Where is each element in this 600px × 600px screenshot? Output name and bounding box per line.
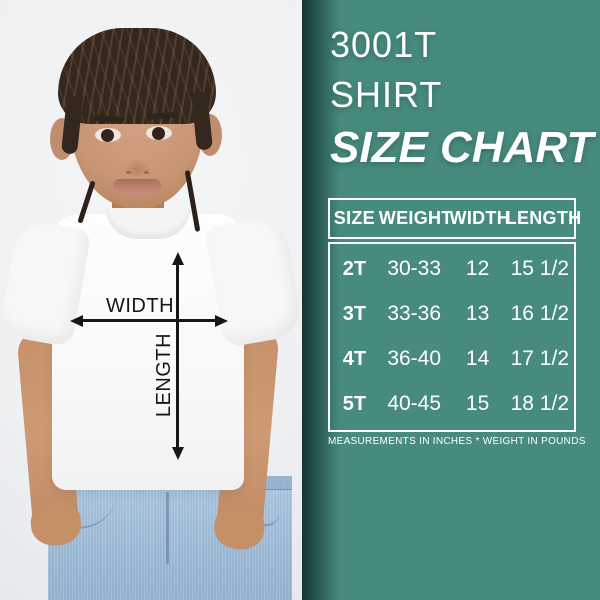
size-chart-title: SIZE CHART (330, 123, 594, 172)
nostril-right (144, 171, 149, 174)
iris (101, 129, 114, 142)
width-label: WIDTH (105, 295, 175, 317)
cell-width: 14 (465, 347, 490, 370)
product-type-title: SHIRT (330, 74, 443, 115)
cell-width: 13 (465, 302, 490, 325)
toddler-mouth (113, 179, 161, 195)
header-size: SIZE (333, 208, 375, 228)
cell-width: 15 (465, 392, 490, 415)
table-footnote: MEASUREMENTS IN INCHES * WEIGHT IN POUND… (328, 435, 586, 447)
toddler-braided-hair (58, 28, 216, 124)
width-arrow-icon (70, 314, 228, 327)
cell-weight: 36-40 (387, 347, 442, 370)
panel-title: 3001T SHIRT SIZE CHART (330, 20, 593, 176)
toddler-eye-right (146, 126, 172, 140)
cell-length: 15 1/2 (510, 257, 569, 280)
cell-weight: 30-33 (387, 257, 442, 280)
cell-size: 2T (342, 257, 367, 280)
cell-width: 12 (465, 257, 490, 280)
cell-length: 16 1/2 (510, 302, 569, 325)
cell-size: 5T (342, 392, 367, 415)
cell-size: 4T (342, 347, 367, 370)
table-row: 5T 40-45 15 18 1/2 (330, 382, 574, 427)
iris (152, 127, 165, 140)
cell-weight: 40-45 (387, 392, 442, 415)
tshirt-collar (106, 208, 190, 239)
length-label: LENGTH (153, 332, 175, 418)
panel-edge-shadow (302, 0, 340, 600)
table-row: 2T 30-33 12 15 1/2 (330, 247, 574, 292)
cell-length: 18 1/2 (510, 392, 569, 415)
cell-weight: 33-36 (387, 302, 442, 325)
cell-size: 3T (342, 302, 367, 325)
length-arrow-icon (171, 252, 184, 460)
jeans-fly-seam (166, 492, 169, 564)
header-width: WIDTH (449, 208, 511, 228)
header-weight: WEIGHT (378, 208, 453, 228)
cell-length: 17 1/2 (510, 347, 569, 370)
size-chart-panel: 3001T SHIRT SIZE CHART SIZE WEIGHT WIDTH… (302, 0, 600, 600)
size-table: SIZE WEIGHT WIDTH LENGTH 2T 30-33 12 15 … (328, 198, 586, 447)
table-body: 2T 30-33 12 15 1/2 3T 33-36 13 16 1/2 4T… (328, 241, 576, 432)
table-row: 4T 36-40 14 17 1/2 (330, 337, 574, 382)
table-header-row: SIZE WEIGHT WIDTH LENGTH (328, 198, 582, 239)
toddler-photo: WIDTH LENGTH (0, 0, 302, 600)
nostril-left (126, 171, 131, 174)
table-row: 3T 33-36 13 16 1/2 (330, 292, 574, 337)
header-length: LENGTH (505, 208, 582, 228)
product-code-title: 3001T (330, 24, 438, 65)
toddler-eye-left (95, 128, 121, 142)
